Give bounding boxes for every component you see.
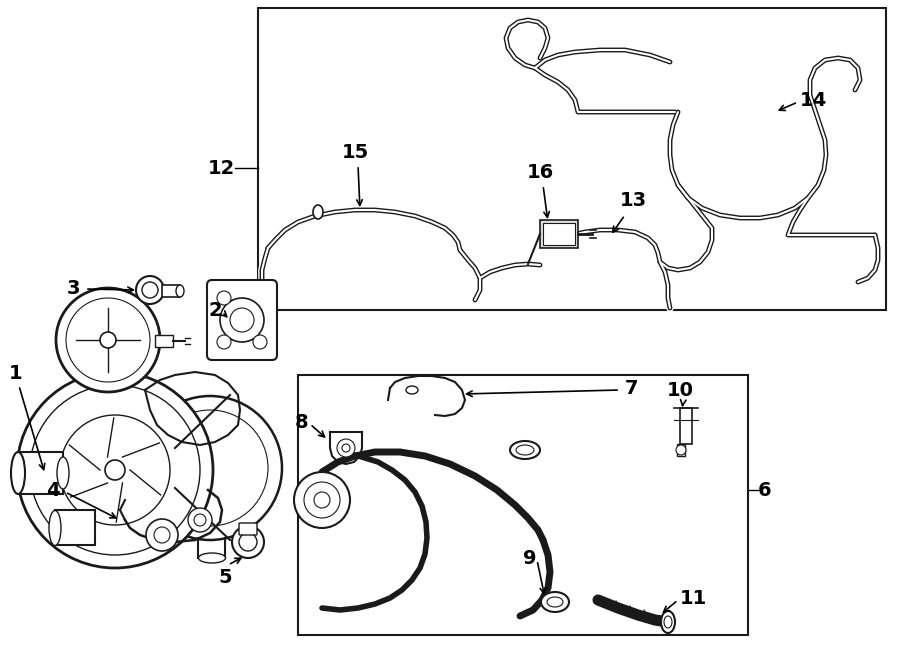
Ellipse shape [676, 445, 686, 455]
Bar [18, 452, 63, 494]
Ellipse shape [11, 452, 25, 494]
Circle shape [60, 415, 170, 525]
Text: 11: 11 [680, 589, 707, 608]
Text: 14: 14 [800, 91, 827, 109]
Bar [55, 510, 95, 545]
Circle shape [230, 308, 254, 332]
Ellipse shape [406, 386, 418, 394]
Text: 8: 8 [294, 412, 308, 432]
Bar [258, 8, 886, 310]
Circle shape [17, 372, 213, 568]
Circle shape [56, 288, 160, 392]
Circle shape [253, 335, 267, 349]
Circle shape [146, 519, 178, 551]
Ellipse shape [176, 285, 184, 297]
Text: 13: 13 [620, 191, 647, 210]
Bar [677, 444, 685, 456]
Circle shape [304, 482, 340, 518]
Ellipse shape [342, 444, 350, 452]
Ellipse shape [510, 441, 540, 459]
Circle shape [100, 332, 116, 348]
Text: 7: 7 [625, 379, 638, 397]
Ellipse shape [199, 553, 226, 563]
Ellipse shape [664, 616, 672, 628]
Text: 3: 3 [67, 279, 80, 297]
Circle shape [142, 282, 158, 298]
Ellipse shape [661, 611, 675, 633]
Text: 2: 2 [209, 301, 222, 320]
Circle shape [188, 508, 212, 532]
Bar [155, 335, 173, 347]
Circle shape [138, 396, 282, 540]
Ellipse shape [49, 510, 61, 545]
Bar [298, 375, 748, 635]
Text: 16: 16 [526, 163, 554, 182]
Ellipse shape [57, 457, 69, 489]
Bar [540, 220, 578, 248]
Text: 15: 15 [341, 143, 369, 162]
Bar [680, 408, 692, 444]
Ellipse shape [516, 445, 534, 455]
Text: 1: 1 [8, 363, 45, 469]
Circle shape [66, 298, 150, 382]
FancyBboxPatch shape [207, 280, 277, 360]
Bar [162, 285, 180, 297]
Circle shape [105, 460, 125, 480]
Circle shape [294, 472, 350, 528]
Circle shape [232, 526, 264, 558]
Circle shape [154, 527, 170, 543]
Text: 4: 4 [47, 481, 60, 500]
Ellipse shape [337, 439, 355, 457]
Circle shape [217, 291, 231, 305]
Text: 5: 5 [218, 568, 232, 587]
Ellipse shape [541, 592, 569, 612]
Ellipse shape [547, 597, 563, 607]
Text: 10: 10 [667, 381, 694, 400]
Circle shape [136, 276, 164, 304]
Text: 6: 6 [758, 481, 771, 500]
Ellipse shape [313, 205, 323, 219]
FancyBboxPatch shape [239, 523, 257, 535]
Circle shape [30, 385, 200, 555]
Circle shape [220, 298, 264, 342]
Bar [543, 223, 575, 245]
Circle shape [314, 492, 330, 508]
Circle shape [239, 533, 257, 551]
Text: 12: 12 [208, 158, 235, 177]
Text: 9: 9 [523, 549, 536, 567]
Circle shape [217, 335, 231, 349]
Circle shape [152, 410, 268, 526]
Circle shape [194, 514, 206, 526]
